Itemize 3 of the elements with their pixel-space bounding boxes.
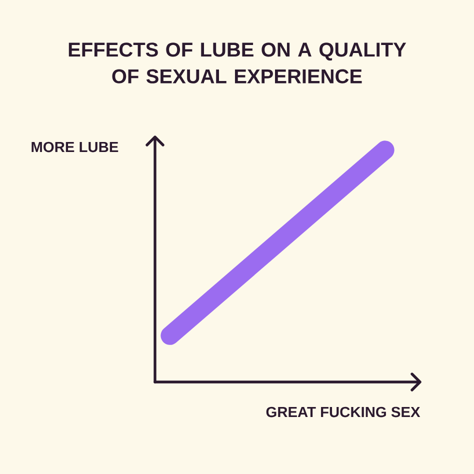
y-axis-title: MORE LUBE bbox=[32, 142, 118, 152]
x-axis-title: GREAT FUCKING SEX bbox=[266, 406, 420, 418]
chart-title: EFFECTS OF LUBE ON A QUALITY OF SEXUAL EXPERIENCE bbox=[68, 42, 406, 84]
